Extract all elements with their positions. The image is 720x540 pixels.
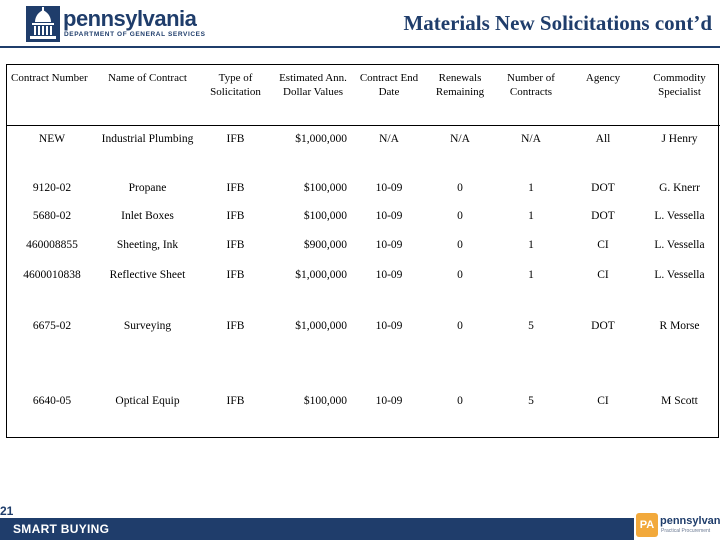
table-cell: IFB <box>226 269 245 281</box>
table-cell: All <box>595 132 611 145</box>
table-cell: 10-09 <box>375 239 403 251</box>
header-divider <box>0 46 720 48</box>
table-cell: $100,000 <box>303 395 347 407</box>
table-cell: 10-09 <box>375 395 403 407</box>
table-cell: 0 <box>457 239 463 251</box>
table-cell: DOT <box>591 320 615 332</box>
table-cell: 5680-02 <box>32 210 72 222</box>
table-cell: IFB <box>226 132 245 145</box>
column-header: Contract Number <box>7 65 97 126</box>
table-cell: IFB <box>226 210 245 222</box>
table-cell: 1 <box>528 239 534 251</box>
pennsylvania-dgs-logo: pennsylvania DEPARTMENT OF GENERAL SERVI… <box>0 4 205 44</box>
table-cell: 0 <box>457 182 463 194</box>
table-cell: N/A <box>379 132 399 145</box>
table-cell: N/A <box>450 132 470 145</box>
column-header: Type of Solicitation <box>198 65 273 126</box>
footer-label: SMART BUYING <box>13 522 110 536</box>
table-cell: IFB <box>226 320 245 332</box>
table-cell: 9120-02 <box>32 182 72 194</box>
column-header: Contract End Date <box>353 65 425 126</box>
table-cell: Optical Equip <box>115 395 180 407</box>
table-cell: Surveying <box>123 320 172 332</box>
column-header: Renewals Remaining <box>425 65 495 126</box>
table-cell: 460008855 <box>26 239 78 251</box>
column-header: Estimated Ann. Dollar Values <box>273 65 353 126</box>
table-cell: $1,000,000 <box>295 320 347 332</box>
table-cell: 1 <box>528 182 534 194</box>
table-cell: CI <box>597 239 609 251</box>
table-cell: 1 <box>528 269 534 281</box>
table-row: 6640-05 Optical Equip IFB $100,000 10-09… <box>7 388 720 437</box>
table-cell: 1 <box>528 210 534 222</box>
column-header: Commodity Specialist <box>639 65 720 126</box>
column-header: Agency <box>567 65 639 126</box>
column-header: Number of Contracts <box>495 65 567 126</box>
table-cell: $100,000 <box>303 210 347 222</box>
table-cell: 10-09 <box>375 210 403 222</box>
page-header: pennsylvania DEPARTMENT OF GENERAL SERVI… <box>0 0 720 48</box>
solicitations-table: Contract Number Name of Contract Type of… <box>6 64 720 438</box>
table-cell: R Morse <box>659 320 700 332</box>
table-cell: IFB <box>226 395 245 407</box>
table-row: 4600010838 Reflective Sheet IFB $1,000,0… <box>7 262 720 313</box>
footer-bar: SMART BUYING PA pennsylvania Practical P… <box>0 511 720 540</box>
table-row: NEW Industrial Plumbing IFB $1,000,000 N… <box>7 125 720 175</box>
table-cell: 4600010838 <box>23 269 81 281</box>
table-cell: DOT <box>591 182 615 194</box>
table-cell: J Henry <box>661 132 698 145</box>
table-cell: L. Vessella <box>654 239 705 251</box>
table-cell: $100,000 <box>303 182 347 194</box>
table-cell: Propane <box>128 182 167 194</box>
table-cell: IFB <box>226 182 245 194</box>
table-cell: L. Vessella <box>654 210 705 222</box>
pa-practical-procurement-logo: PA pennsylvania Practical Procurement <box>634 511 720 540</box>
pa-logo-mark: PA <box>636 513 658 537</box>
table-cell: NEW <box>38 132 66 145</box>
footer-logo-tagline: Practical Procurement <box>661 528 711 534</box>
table-cell: $1,000,000 <box>295 132 347 145</box>
table-cell: 5 <box>528 395 534 407</box>
logo-subtitle: DEPARTMENT OF GENERAL SERVICES <box>64 31 206 38</box>
table-cell: 10-09 <box>375 269 403 281</box>
table-cell: CI <box>597 269 609 281</box>
table-cell: $900,000 <box>303 239 347 251</box>
table-cell: L. Vessella <box>654 269 705 281</box>
table-cell: 5 <box>528 320 534 332</box>
footer-logo-wordmark: pennsylvania <box>660 515 720 527</box>
table-cell: Sheeting, Ink <box>116 239 179 251</box>
table-cell: DOT <box>591 210 615 222</box>
table-cell: 10-09 <box>375 320 403 332</box>
table-row: 5680-02 Inlet Boxes IFB $100,000 10-09 0… <box>7 203 720 232</box>
table-cell: $1,000,000 <box>295 269 347 281</box>
logo-wordmark: pennsylvania <box>63 6 197 31</box>
table-cell: IFB <box>226 239 245 251</box>
table-cell: Industrial Plumbing <box>101 132 194 145</box>
table-cell: 6640-05 <box>32 395 72 407</box>
column-header: Name of Contract <box>97 65 198 126</box>
table-cell: 0 <box>457 210 463 222</box>
table-cell: N/A <box>521 132 541 145</box>
table-cell: Reflective Sheet <box>109 269 186 281</box>
page-number: 21 <box>0 504 14 518</box>
capitol-dome-icon <box>26 6 60 42</box>
table-cell: M Scott <box>661 395 698 407</box>
table-cell: 0 <box>457 320 463 332</box>
table-header-row: Contract Number Name of Contract Type of… <box>7 65 720 126</box>
table-row: 9120-02 Propane IFB $100,000 10-09 0 1 D… <box>7 175 720 203</box>
table-cell: CI <box>597 395 609 407</box>
table-cell: 6675-02 <box>32 320 72 332</box>
table-cell: 0 <box>457 395 463 407</box>
table-row: 6675-02 Surveying IFB $1,000,000 10-09 0… <box>7 313 720 388</box>
table-cell: 10-09 <box>375 182 403 194</box>
page-title: Materials New Solicitations cont’d <box>403 11 712 35</box>
table-cell: G. Knerr <box>659 182 700 194</box>
table-cell: 0 <box>457 269 463 281</box>
table-cell: Inlet Boxes <box>121 210 174 222</box>
table-row: 460008855 Sheeting, Ink IFB $900,000 10-… <box>7 232 720 262</box>
